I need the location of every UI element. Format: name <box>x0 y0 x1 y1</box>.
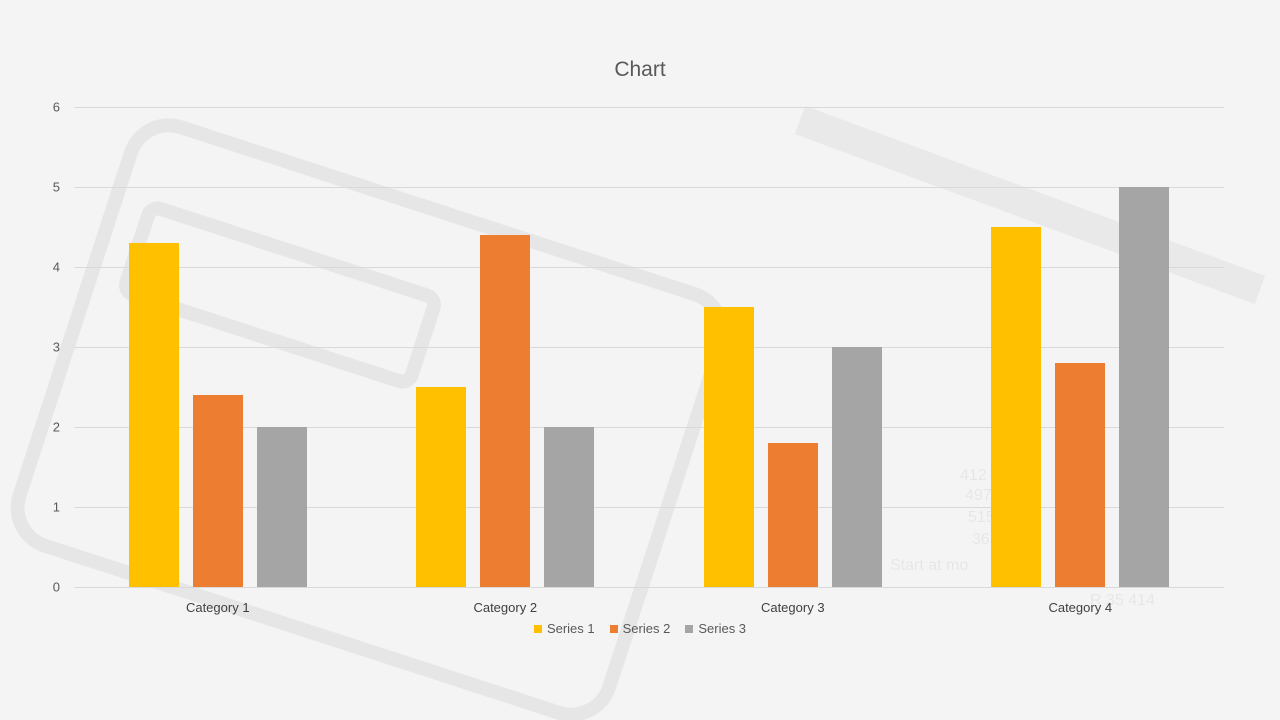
legend: Series 1 Series 2 Series 3 <box>0 621 1280 636</box>
bar-series-2-category-2[interactable] <box>480 235 531 587</box>
x-tick-label: Category 4 <box>1048 600 1113 615</box>
legend-label: Series 2 <box>622 621 671 636</box>
bar-series-3-category-4[interactable] <box>1119 187 1170 587</box>
y-tick-label: 1 <box>52 499 60 515</box>
y-tick-label: 2 <box>52 419 60 435</box>
legend-label: Series 1 <box>546 621 595 636</box>
bar-series-3-category-2[interactable] <box>544 427 595 587</box>
legend-item[interactable]: Series 2 <box>609 621 671 636</box>
gridline <box>74 187 1224 188</box>
gridline <box>74 507 1224 508</box>
bar-series-1-category-4[interactable] <box>991 227 1042 587</box>
legend-item[interactable]: Series 3 <box>685 621 746 636</box>
plot-area <box>74 107 1224 588</box>
legend-label: Series 3 <box>698 621 747 636</box>
bar-series-2-category-4[interactable] <box>1055 363 1106 587</box>
y-tick-label: 6 <box>52 99 60 115</box>
legend-swatch-icon <box>685 624 694 633</box>
gridline <box>74 427 1224 428</box>
legend-swatch-icon <box>533 624 542 633</box>
bar-series-3-category-3[interactable] <box>831 347 882 587</box>
bar-series-1-category-1[interactable] <box>128 243 179 587</box>
y-tick-label: 0 <box>52 579 60 595</box>
gridline <box>74 107 1224 108</box>
x-tick-label: Category 3 <box>760 600 825 615</box>
legend-item[interactable]: Series 1 <box>533 621 595 636</box>
bar-series-1-category-2[interactable] <box>416 387 467 587</box>
x-tick-label: Category 1 <box>185 600 250 615</box>
bar-series-3-category-1[interactable] <box>256 427 307 587</box>
chart-title: Chart <box>614 58 666 81</box>
gridline <box>74 587 1224 588</box>
legend-swatch-icon <box>609 624 618 633</box>
bar-series-2-category-1[interactable] <box>192 395 243 587</box>
gridline <box>74 267 1224 268</box>
bar-series-2-category-3[interactable] <box>767 443 818 587</box>
y-tick-label: 3 <box>52 339 60 355</box>
y-tick-label: 4 <box>52 259 60 275</box>
bar-series-1-category-3[interactable] <box>703 307 754 587</box>
x-tick-label: Category 2 <box>473 600 538 615</box>
gridline <box>74 347 1224 348</box>
y-tick-label: 5 <box>52 179 60 195</box>
